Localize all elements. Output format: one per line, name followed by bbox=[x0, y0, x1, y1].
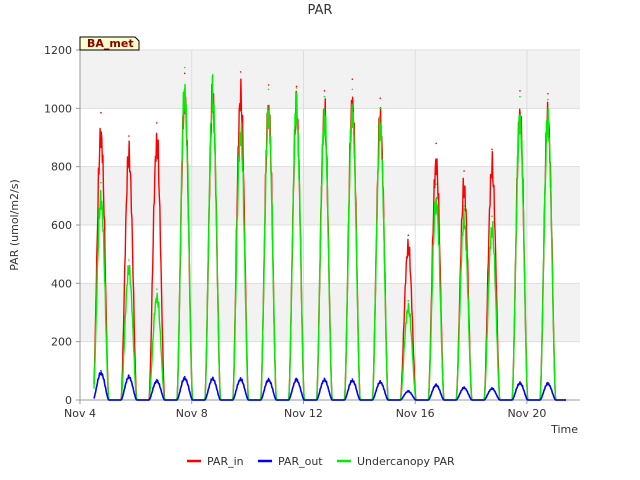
data-point bbox=[239, 71, 242, 73]
data-point bbox=[519, 381, 521, 383]
data-point bbox=[239, 377, 242, 379]
data-point bbox=[295, 85, 298, 88]
data-point bbox=[351, 78, 354, 80]
grid-band bbox=[80, 108, 580, 167]
data-point bbox=[351, 378, 354, 380]
y-axis-label: PAR (umol/m2/s) bbox=[8, 179, 21, 271]
data-point bbox=[128, 374, 130, 377]
data-point bbox=[239, 110, 242, 113]
y-tick-label: 1000 bbox=[44, 102, 72, 115]
x-tick-label: Nov 4 bbox=[64, 407, 96, 420]
y-tick-label: 600 bbox=[51, 219, 72, 232]
series-layer bbox=[93, 66, 567, 401]
x-axis: Nov 4 Nov 8 Nov 12 Nov 16 Nov 20 bbox=[64, 399, 580, 420]
data-point bbox=[128, 135, 130, 137]
grid-band bbox=[80, 50, 580, 109]
data-point bbox=[156, 288, 158, 290]
data-point bbox=[183, 66, 186, 69]
x-tick-label: Nov 20 bbox=[507, 407, 546, 420]
data-point bbox=[323, 90, 326, 92]
data-point bbox=[435, 142, 437, 145]
data-point bbox=[379, 97, 382, 99]
y-tick-label: 0 bbox=[65, 394, 72, 407]
data-point bbox=[351, 88, 354, 91]
y-tick-label: 800 bbox=[51, 161, 72, 174]
badge-label: BA_met bbox=[87, 37, 134, 50]
legend-label-par-out: PAR_out bbox=[278, 455, 323, 468]
data-point bbox=[100, 181, 102, 184]
data-point bbox=[407, 234, 410, 237]
data-point bbox=[211, 376, 214, 379]
badge-box bbox=[79, 36, 140, 51]
y-tick-label: 200 bbox=[51, 336, 72, 349]
data-point bbox=[547, 92, 549, 95]
data-point bbox=[407, 300, 410, 302]
y-tick-label: 1200 bbox=[44, 44, 72, 57]
data-point bbox=[491, 386, 493, 389]
data-point bbox=[379, 107, 382, 110]
grid-band bbox=[80, 166, 580, 225]
data-point bbox=[267, 377, 270, 380]
data-point bbox=[323, 95, 326, 98]
data-point bbox=[183, 375, 186, 378]
data-point bbox=[435, 183, 437, 185]
data-point bbox=[491, 215, 493, 218]
badge: BA_met bbox=[79, 36, 140, 51]
x-tick-label: Nov 16 bbox=[396, 407, 435, 420]
data-point bbox=[211, 73, 214, 76]
x-ticks: Nov 4 Nov 8 Nov 12 Nov 16 Nov 20 bbox=[64, 400, 546, 420]
data-point bbox=[100, 111, 102, 114]
legend: PAR_in PAR_out Undercanopy PAR bbox=[187, 455, 455, 468]
data-point bbox=[407, 389, 410, 392]
data-point bbox=[435, 383, 437, 385]
data-point bbox=[379, 379, 382, 382]
chart-title: PAR bbox=[308, 3, 333, 18]
data-point bbox=[491, 148, 493, 150]
data-point bbox=[547, 381, 549, 384]
data-point bbox=[100, 370, 102, 372]
data-point bbox=[267, 88, 270, 91]
y-ticks: 0 200 400 600 800 1000 1200 bbox=[44, 44, 80, 407]
data-point bbox=[519, 90, 521, 92]
data-point bbox=[295, 377, 298, 380]
data-point bbox=[295, 87, 298, 89]
x-tick-label: Nov 12 bbox=[284, 407, 323, 420]
data-point bbox=[323, 377, 326, 380]
x-tick-label: Nov 8 bbox=[176, 407, 208, 420]
data-point bbox=[128, 259, 130, 261]
data-point bbox=[156, 122, 158, 124]
series-line-par-out bbox=[93, 371, 567, 401]
data-point bbox=[547, 98, 549, 101]
data-point bbox=[463, 386, 465, 388]
legend-label-undercanopy-par: Undercanopy PAR bbox=[357, 455, 455, 468]
data-point bbox=[463, 170, 465, 172]
data-point bbox=[156, 378, 158, 381]
legend-label-par-in: PAR_in bbox=[207, 455, 244, 468]
x-axis-label: Time bbox=[550, 423, 578, 436]
data-point bbox=[463, 205, 465, 207]
y-tick-label: 400 bbox=[51, 277, 72, 290]
y-axis: 0 200 400 600 800 1000 1200 bbox=[44, 44, 81, 407]
data-point bbox=[267, 84, 270, 86]
data-point bbox=[519, 95, 521, 98]
grid-band bbox=[80, 225, 580, 284]
data-point bbox=[183, 72, 186, 75]
